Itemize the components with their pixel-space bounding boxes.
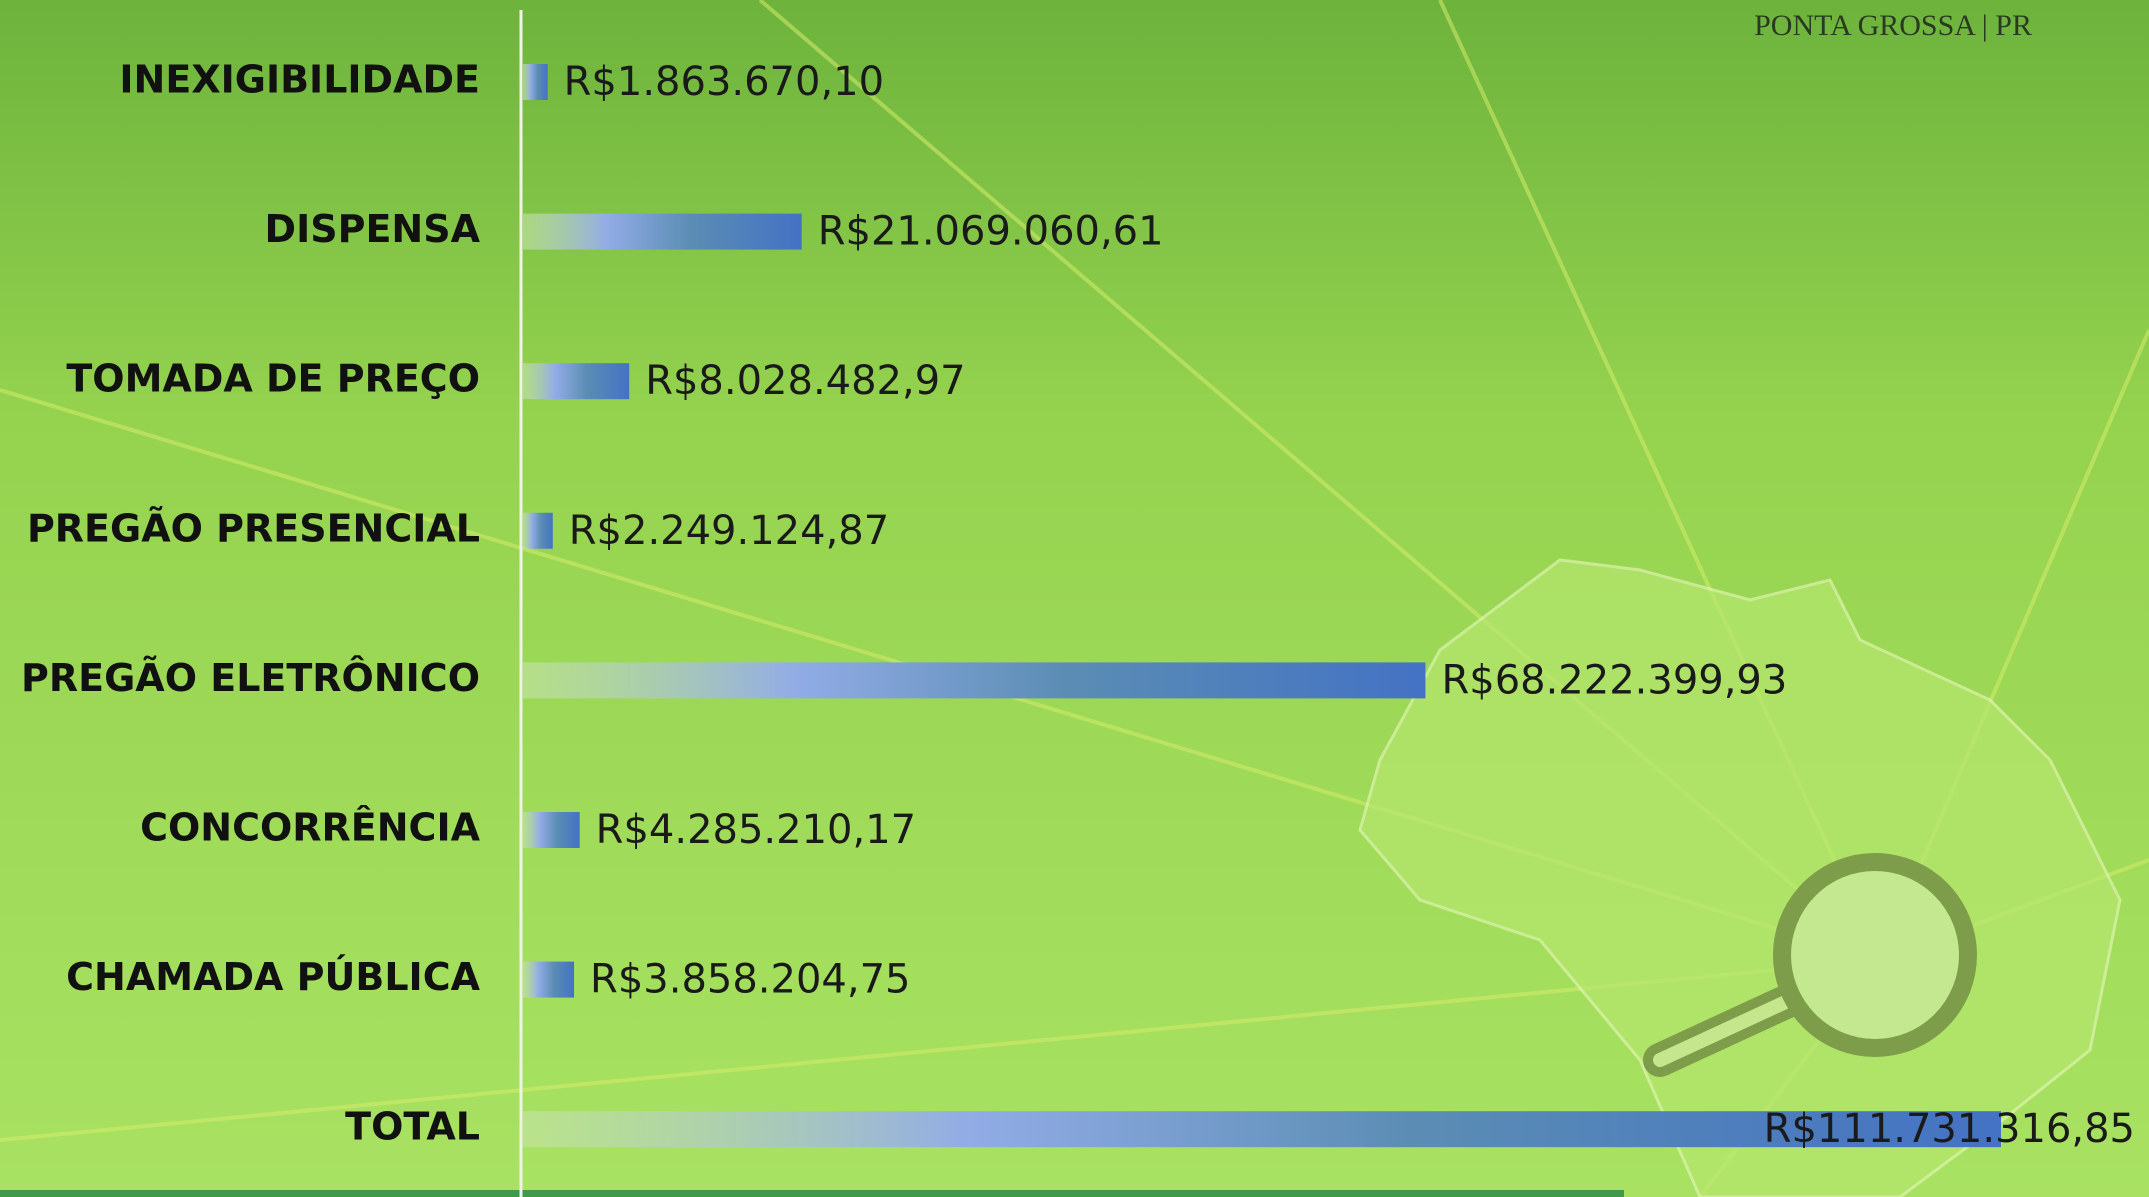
category-label: TOMADA DE PREÇO [66, 357, 480, 401]
category-label: PREGÃO PRESENCIAL [27, 506, 480, 550]
bar [523, 961, 575, 998]
category-label: CONCORRÊNCIA [140, 806, 480, 850]
bar [523, 662, 1426, 699]
value-label: R$3.858.204,75 [590, 957, 910, 1003]
category-label: PREGÃO ELETRÔNICO [21, 656, 480, 700]
bar [523, 512, 553, 549]
bar [523, 363, 630, 400]
bottom-bar [0, 1190, 1624, 1197]
category-label: DISPENSA [265, 207, 481, 251]
category-label: INEXIGIBILIDADE [119, 58, 480, 102]
value-label: R$1.863.670,10 [564, 59, 884, 105]
category-label: TOTAL [345, 1105, 480, 1149]
value-label: R$4.285.210,17 [596, 807, 916, 853]
value-label: R$8.028.482,97 [645, 358, 965, 404]
logo-text: PONTA GROSSA | PR [1754, 9, 2032, 42]
magnifier-icon [1643, 853, 1977, 1077]
bar [523, 213, 802, 250]
value-label: R$21.069.060,61 [818, 209, 1164, 255]
bar [523, 1111, 2001, 1148]
bar [523, 64, 548, 100]
value-label: R$111.731.316,85 [1764, 1106, 2135, 1152]
bar [523, 812, 580, 848]
value-label: R$68.222.399,93 [1441, 657, 1787, 703]
value-label: R$2.249.124,87 [569, 508, 889, 554]
category-label: CHAMADA PÚBLICA [66, 955, 480, 999]
